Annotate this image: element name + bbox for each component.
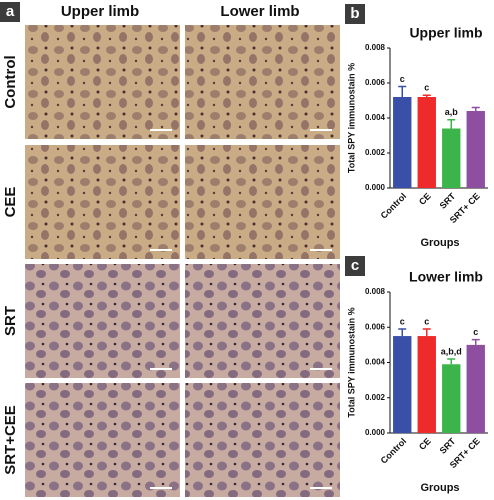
- row-label: SRT+CEE: [2, 405, 19, 475]
- panel-label: b: [350, 5, 359, 22]
- annotation: c: [473, 327, 478, 337]
- bar: [417, 336, 436, 433]
- annotation: a,b,d: [441, 346, 462, 356]
- y-tick-label: 0.004: [365, 358, 386, 367]
- column-header: Upper limb: [61, 3, 139, 20]
- micrograph: [25, 145, 180, 259]
- x-axis-label: Groups: [420, 482, 459, 494]
- panel-label: c: [351, 257, 359, 274]
- scale-bar: [150, 487, 172, 489]
- y-axis-label: Total SPY immunostain %: [346, 63, 356, 173]
- x-tick-label: SRT: [438, 436, 458, 456]
- x-tick-label: CE: [417, 191, 433, 207]
- micrograph: [185, 25, 340, 139]
- micrograph: [185, 264, 340, 378]
- scale-bar: [310, 368, 332, 370]
- micrograph: [25, 264, 180, 378]
- bar: [442, 128, 461, 188]
- error-bar: [422, 328, 431, 337]
- chart-title: Upper limb: [409, 25, 482, 41]
- error-bar: [471, 338, 480, 345]
- panel-label: a: [6, 3, 15, 20]
- panel-label-box: [345, 4, 365, 24]
- error-bar: [447, 358, 456, 365]
- row-label: Control: [2, 55, 19, 108]
- x-axis-label: Groups: [420, 237, 459, 249]
- scale-bar: [310, 487, 332, 489]
- row-label: CEE: [2, 187, 19, 218]
- bar: [393, 97, 412, 188]
- scale-bar: [310, 249, 332, 251]
- annotation: a,b: [445, 107, 459, 117]
- scale-bar: [310, 129, 332, 131]
- scale-bar: [150, 368, 172, 370]
- panel-label-box: [0, 2, 20, 22]
- bar: [466, 111, 485, 188]
- annotation: c: [424, 316, 429, 326]
- bar: [442, 364, 461, 433]
- micrograph: [25, 383, 180, 497]
- scale-bar: [150, 129, 172, 131]
- micrograph: [25, 25, 180, 139]
- row-label: SRT: [2, 306, 19, 336]
- error-bar: [422, 94, 431, 97]
- panel-label-box: [345, 256, 365, 276]
- error-bar: [398, 85, 407, 97]
- y-tick-label: 0.008: [365, 43, 386, 52]
- x-tick-label: SRT: [438, 191, 458, 211]
- micrograph: [185, 383, 340, 497]
- column-header: Lower limb: [220, 3, 299, 20]
- error-bar: [471, 106, 480, 111]
- micrograph: [185, 145, 340, 259]
- y-tick-label: 0.008: [365, 287, 386, 296]
- bar: [393, 336, 412, 433]
- error-bar: [398, 328, 407, 337]
- chart-title: Lower limb: [409, 269, 483, 285]
- y-tick-label: 0.002: [365, 148, 386, 157]
- annotation: c: [400, 316, 405, 326]
- y-tick-label: 0.004: [365, 113, 386, 122]
- x-tick-label: Control: [379, 191, 409, 221]
- y-tick-label: 0.006: [365, 78, 386, 87]
- annotation: c: [424, 83, 429, 93]
- annotation: c: [400, 74, 405, 84]
- x-tick-label: CE: [417, 436, 433, 452]
- bar: [466, 344, 485, 433]
- x-tick-label: Control: [379, 436, 409, 466]
- y-tick-label: 0.002: [365, 393, 386, 402]
- scale-bar: [150, 249, 172, 251]
- y-tick-label: 0.000: [365, 428, 386, 437]
- y-tick-label: 0.000: [365, 183, 386, 192]
- bar: [417, 97, 436, 188]
- y-axis-label: Total SPY immunostain %: [346, 307, 356, 417]
- y-tick-label: 0.006: [365, 322, 386, 331]
- error-bar: [447, 119, 456, 129]
